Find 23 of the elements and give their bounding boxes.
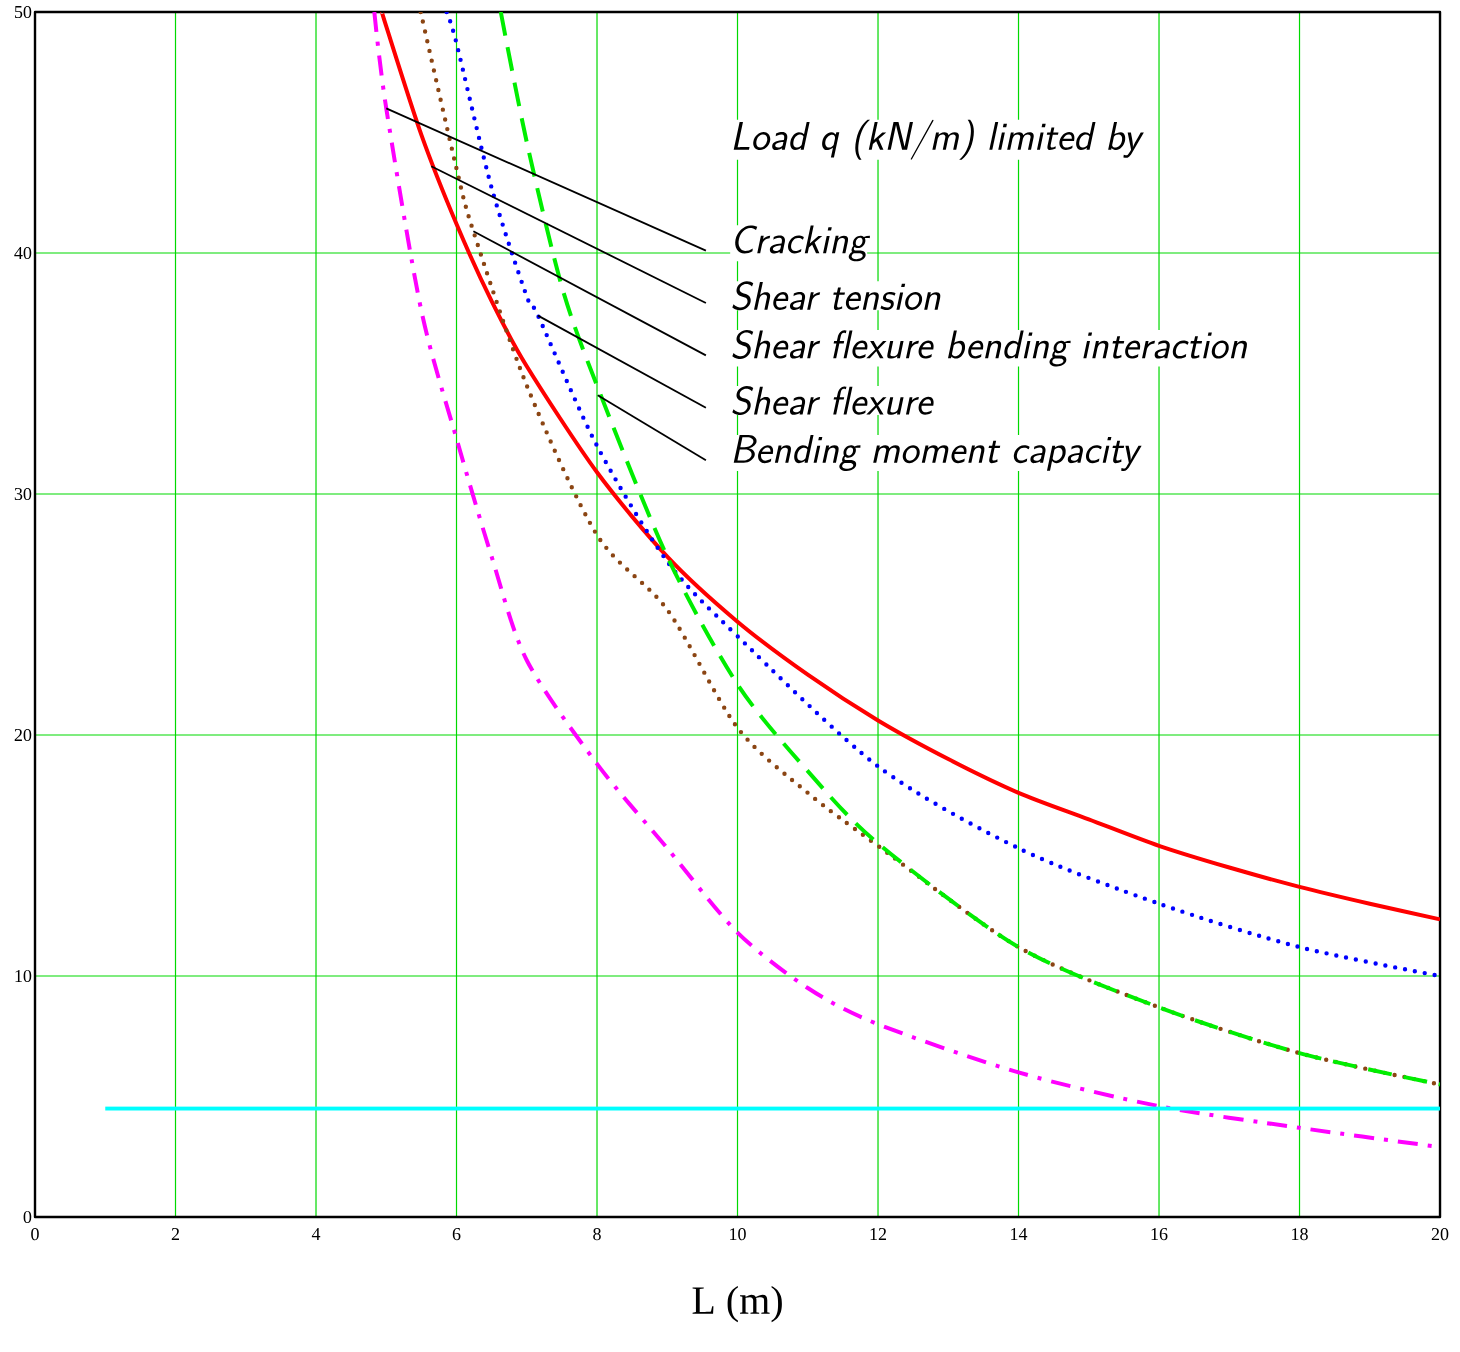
annotation: Shear flexure bending interaction: [732, 329, 1247, 367]
annotation: Load q (kN/m) limited by: [733, 119, 1144, 160]
x-tick-label: 18: [1292, 1228, 1308, 1241]
x-tick-label: 16: [1151, 1228, 1168, 1241]
y-tick-label: 40: [14, 246, 32, 260]
annotation: Cracking: [735, 225, 870, 262]
annotation: Shear tension: [732, 281, 941, 311]
y-tick-label: 50: [14, 5, 32, 19]
y-tick-label: 30: [14, 487, 32, 501]
x-tick-label: 12: [870, 1228, 887, 1240]
x-tick-label: 2: [171, 1228, 180, 1240]
y-tick-label: 20: [14, 728, 32, 742]
annotation: Shear flexure: [732, 386, 934, 416]
x-tick-label: 14: [1011, 1228, 1028, 1240]
x-axis-title: L (m): [692, 1285, 782, 1323]
x-tick-label: 6: [452, 1228, 461, 1241]
x-tick-label: 20: [1431, 1228, 1449, 1241]
annotation: Bending moment capacity: [733, 435, 1142, 471]
x-tick-label: 8: [593, 1228, 601, 1241]
y-tick-label: 0: [23, 1210, 32, 1224]
x-tick-label: 4: [311, 1228, 321, 1240]
x-tick-label: 10: [730, 1228, 746, 1241]
y-tick-label: 10: [15, 969, 32, 983]
